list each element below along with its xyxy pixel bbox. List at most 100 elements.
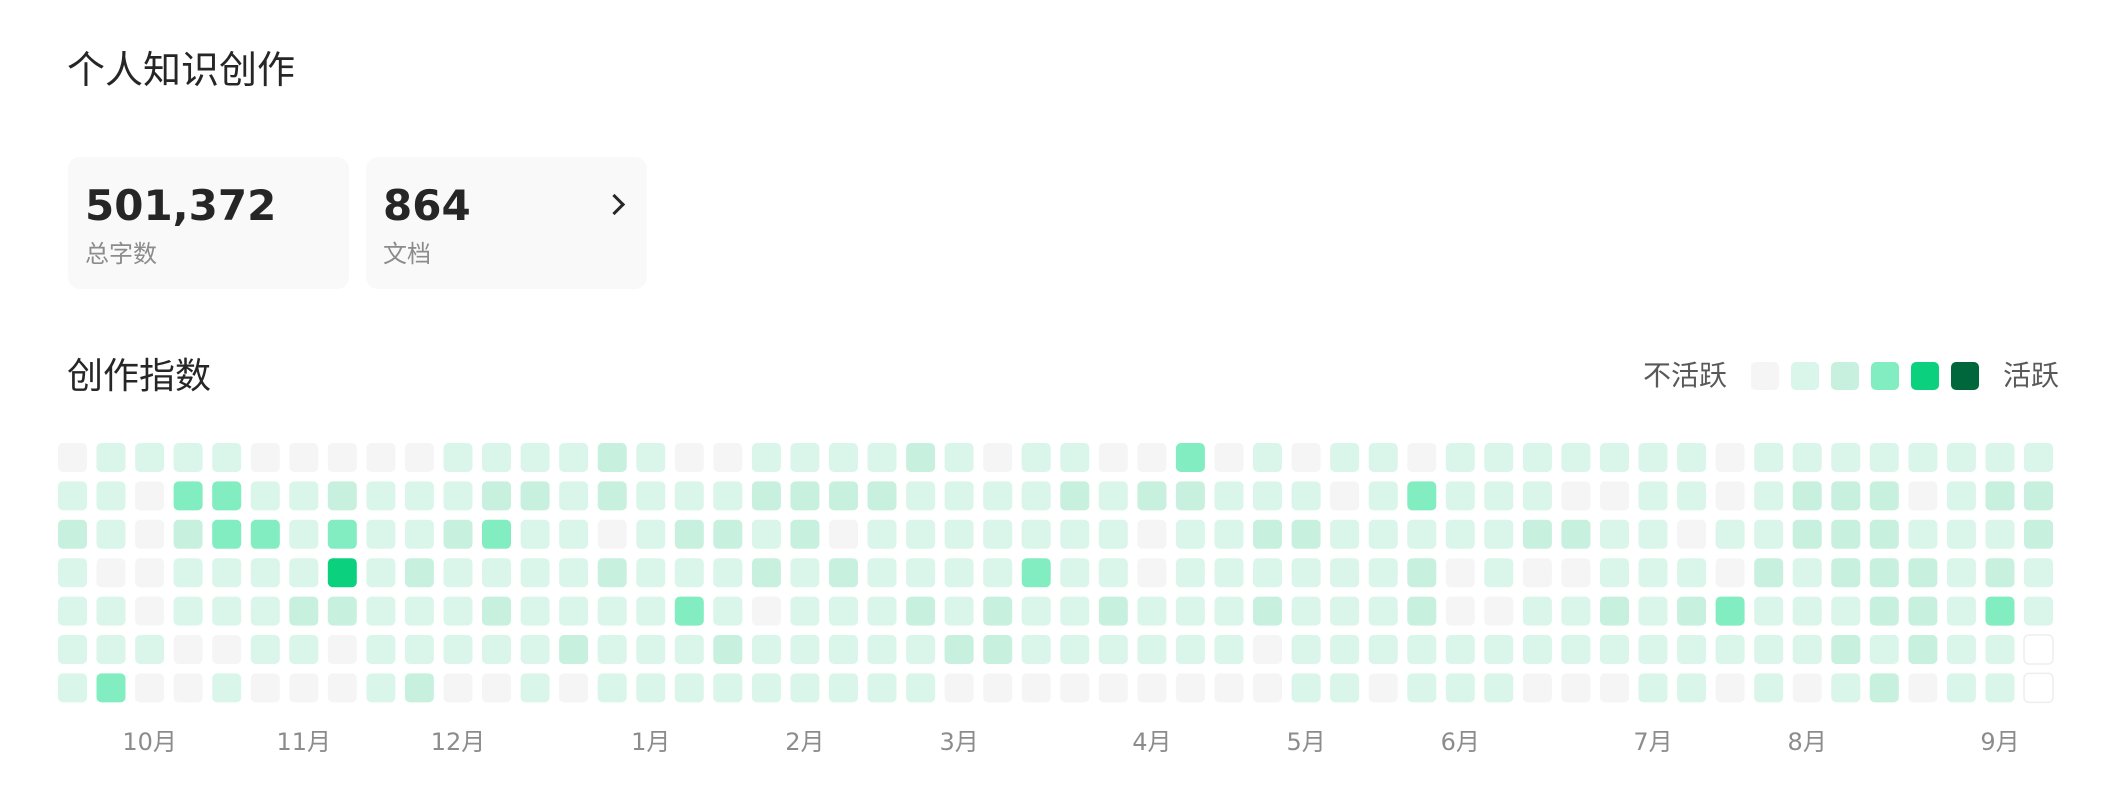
heatmap-cell[interactable]	[482, 519, 511, 549]
heatmap-cell[interactable]	[520, 635, 550, 664]
heatmap-cell[interactable]	[1407, 443, 1437, 472]
heatmap-cell[interactable]	[983, 635, 1013, 664]
heatmap-cell[interactable]	[1175, 443, 1205, 472]
heatmap-cell[interactable]	[829, 635, 858, 664]
heatmap-cell[interactable]	[1715, 443, 1745, 472]
heatmap-cell[interactable]	[597, 596, 627, 626]
heatmap-cell[interactable]	[1677, 519, 1707, 549]
heatmap-cell[interactable]	[944, 481, 974, 511]
heatmap-cell[interactable]	[983, 481, 1013, 511]
heatmap-cell[interactable]	[327, 596, 357, 626]
heatmap-cell[interactable]	[135, 519, 165, 549]
heatmap-cell[interactable]	[751, 635, 781, 664]
heatmap-cell[interactable]	[1407, 596, 1437, 626]
heatmap-cell[interactable]	[559, 673, 589, 703]
heatmap-cell[interactable]	[2024, 519, 2053, 549]
heatmap-cell[interactable]	[1522, 481, 1552, 511]
heatmap-cell[interactable]	[1600, 635, 1629, 664]
heatmap-cell[interactable]	[2023, 634, 2054, 665]
heatmap-cell[interactable]	[2023, 672, 2054, 704]
heatmap-cell[interactable]	[1214, 443, 1244, 472]
heatmap-cell[interactable]	[135, 481, 165, 511]
heatmap-cell[interactable]	[1368, 481, 1398, 511]
heatmap-cell[interactable]	[96, 558, 126, 588]
heatmap-cell[interactable]	[1561, 596, 1591, 626]
heatmap-cell[interactable]	[1561, 673, 1591, 703]
heatmap-cell[interactable]	[906, 558, 936, 588]
heatmap-cell[interactable]	[1484, 481, 1514, 511]
heatmap-cell[interactable]	[173, 443, 203, 472]
heatmap-cell[interactable]	[1137, 558, 1167, 588]
heatmap-cell[interactable]	[1137, 481, 1167, 511]
heatmap-cell[interactable]	[1060, 635, 1090, 664]
heatmap-cell[interactable]	[212, 519, 242, 549]
heatmap-cell[interactable]	[1021, 519, 1051, 549]
heatmap-cell[interactable]	[482, 596, 511, 626]
heatmap-cell[interactable]	[1908, 519, 1938, 549]
heatmap-cell[interactable]	[1060, 673, 1090, 703]
heatmap-cell[interactable]	[1330, 443, 1360, 472]
heatmap-cell[interactable]	[1175, 519, 1205, 549]
heatmap-cell[interactable]	[327, 673, 357, 703]
heatmap-cell[interactable]	[173, 519, 203, 549]
heatmap-cell[interactable]	[443, 673, 473, 703]
heatmap-cell[interactable]	[1214, 635, 1244, 664]
heatmap-cell[interactable]	[906, 519, 936, 549]
heatmap-cell[interactable]	[944, 635, 974, 664]
heatmap-cell[interactable]	[1600, 443, 1629, 472]
heatmap-cell[interactable]	[135, 635, 165, 664]
heatmap-cell[interactable]	[790, 443, 820, 472]
heatmap-cell[interactable]	[1908, 596, 1938, 626]
heatmap-cell[interactable]	[1407, 481, 1437, 511]
heatmap-cell[interactable]	[1561, 443, 1591, 472]
heatmap-cell[interactable]	[751, 519, 781, 549]
heatmap-cell[interactable]	[751, 558, 781, 588]
heatmap-cell[interactable]	[829, 673, 858, 703]
heatmap-cell[interactable]	[366, 481, 396, 511]
heatmap-cell[interactable]	[404, 443, 434, 472]
heatmap-cell[interactable]	[1715, 673, 1745, 703]
heatmap-cell[interactable]	[867, 558, 897, 588]
heatmap-cell[interactable]	[250, 481, 280, 511]
heatmap-cell[interactable]	[867, 635, 897, 664]
heatmap-cell[interactable]	[1715, 519, 1745, 549]
heatmap-cell[interactable]	[983, 558, 1013, 588]
heatmap-cell[interactable]	[1638, 635, 1668, 664]
heatmap-cell[interactable]	[1137, 635, 1167, 664]
heatmap-cell[interactable]	[906, 596, 936, 626]
heatmap-cell[interactable]	[1754, 635, 1784, 664]
heatmap-cell[interactable]	[906, 673, 936, 703]
heatmap-cell[interactable]	[443, 558, 473, 588]
heatmap-cell[interactable]	[1098, 558, 1128, 588]
heatmap-cell[interactable]	[1330, 673, 1360, 703]
heatmap-cell[interactable]	[1291, 635, 1321, 664]
heatmap-cell[interactable]	[1098, 443, 1128, 472]
heatmap-cell[interactable]	[1561, 635, 1591, 664]
heatmap-cell[interactable]	[1407, 673, 1437, 703]
heatmap-cell[interactable]	[713, 481, 743, 511]
heatmap-cell[interactable]	[1291, 673, 1321, 703]
heatmap-cell[interactable]	[1638, 558, 1668, 588]
heatmap-cell[interactable]	[482, 443, 511, 472]
heatmap-cell[interactable]	[482, 673, 511, 703]
heatmap-cell[interactable]	[1484, 635, 1514, 664]
heatmap-cell[interactable]	[829, 481, 858, 511]
heatmap-cell[interactable]	[1946, 596, 1976, 626]
heatmap-cell[interactable]	[404, 635, 434, 664]
heatmap-cell[interactable]	[751, 673, 781, 703]
heatmap-cell[interactable]	[1291, 558, 1321, 588]
heatmap-cell[interactable]	[173, 558, 203, 588]
heatmap-cell[interactable]	[597, 519, 627, 549]
heatmap-cell[interactable]	[1946, 673, 1976, 703]
heatmap-cell[interactable]	[1291, 519, 1321, 549]
heatmap-cell[interactable]	[790, 519, 820, 549]
heatmap-cell[interactable]	[867, 673, 897, 703]
heatmap-cell[interactable]	[829, 519, 858, 549]
heatmap-cell[interactable]	[1869, 558, 1899, 588]
heatmap-cell[interactable]	[1677, 673, 1707, 703]
heatmap-cell[interactable]	[135, 558, 165, 588]
heatmap-cell[interactable]	[212, 481, 242, 511]
heatmap-cell[interactable]	[944, 596, 974, 626]
heatmap-cell[interactable]	[289, 673, 319, 703]
heatmap-cell[interactable]	[790, 635, 820, 664]
